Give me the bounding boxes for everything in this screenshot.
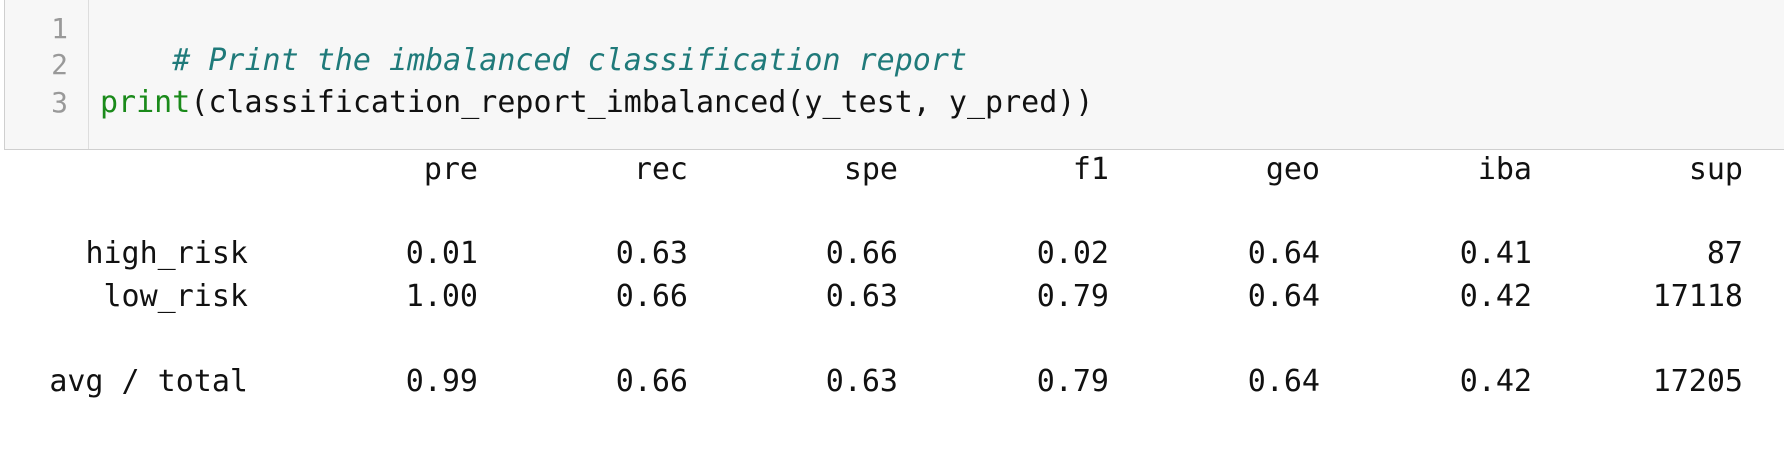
code-builtin-print: print: [100, 85, 191, 120]
table-cell: 17205: [1652, 364, 1743, 399]
table-cell: 0.66: [615, 279, 688, 314]
table-cell: 0.01: [405, 236, 478, 271]
table-cell: 87: [1706, 236, 1743, 271]
table-cell: 0.79: [1036, 364, 1109, 399]
line-number: 3: [51, 86, 68, 119]
cell-output: pre rec spe f1 geo iba sup high_risk 0.0…: [0, 150, 1784, 454]
table-cell: 1.00: [405, 279, 478, 314]
code-comment: # Print the imbalanced classification re…: [172, 43, 967, 78]
table-cell: 17118: [1652, 279, 1743, 314]
table-cell: 0.64: [1247, 279, 1320, 314]
table-cell: 0.79: [1036, 279, 1109, 314]
code-cell-input[interactable]: 1 2 3 # Print the imbalanced classificat…: [4, 0, 1784, 150]
row-label-high-risk: high_risk: [85, 236, 248, 271]
header-sup: sup: [1688, 152, 1743, 187]
line-number: 1: [51, 12, 68, 45]
header-pre: pre: [423, 152, 478, 187]
table-cell: 0.63: [615, 236, 688, 271]
table-cell: 0.66: [825, 236, 898, 271]
line-number: 2: [51, 48, 68, 81]
header-f1: f1: [1072, 152, 1109, 187]
code-line-3[interactable]: print(classification_report_imbalanced(y…: [100, 86, 1093, 120]
row-label-avg-total: avg / total: [49, 364, 248, 399]
header-geo: geo: [1265, 152, 1320, 187]
table-cell: 0.42: [1459, 279, 1532, 314]
row-label-low-risk: low_risk: [103, 279, 249, 314]
table-cell: 0.64: [1247, 236, 1320, 271]
header-rec: rec: [633, 152, 688, 187]
table-cell: 0.02: [1036, 236, 1109, 271]
code-call-expression: (classification_report_imbalanced(y_test…: [190, 85, 1094, 120]
code-line-1[interactable]: # Print the imbalanced classification re…: [100, 10, 967, 112]
line-number-gutter: 1 2 3: [5, 0, 89, 149]
table-cell: 0.63: [825, 279, 898, 314]
table-cell: 0.42: [1459, 364, 1532, 399]
table-cell: 0.41: [1459, 236, 1532, 271]
table-cell: 0.64: [1247, 364, 1320, 399]
table-cell: 0.63: [825, 364, 898, 399]
table-cell: 0.99: [405, 364, 478, 399]
header-spe: spe: [843, 152, 898, 187]
header-iba: iba: [1477, 152, 1532, 187]
table-cell: 0.66: [615, 364, 688, 399]
